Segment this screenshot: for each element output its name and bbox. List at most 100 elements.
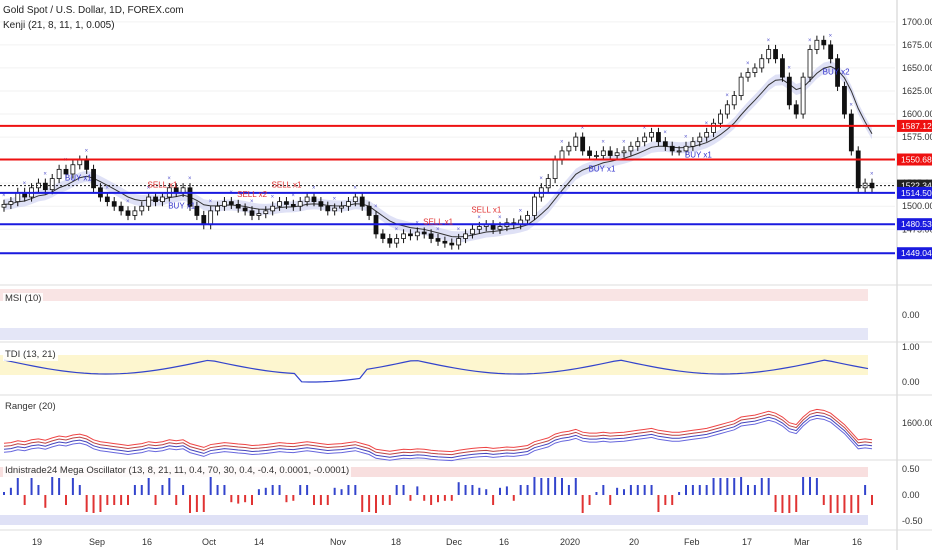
candle-body (380, 233, 386, 239)
level-tag-label: 1550.68 (901, 155, 932, 165)
osc-bar (588, 495, 591, 505)
osc-bar (292, 495, 295, 501)
osc-bar (9, 487, 12, 495)
candle-body (332, 207, 338, 212)
osc-bar (595, 492, 598, 495)
ranger-band-line (3, 417, 873, 462)
osc-bar (78, 485, 81, 495)
osc-bar (657, 495, 660, 512)
candle-body (339, 205, 344, 209)
osc-bar (747, 485, 749, 495)
candle-body (800, 76, 806, 115)
signal-marker: × (746, 61, 750, 67)
candle-body (704, 132, 710, 138)
candle-body (49, 178, 55, 191)
signal-marker: × (436, 227, 440, 233)
candle-body (821, 39, 827, 46)
candle-body (594, 155, 599, 157)
level-tag (897, 153, 932, 166)
candle-body (118, 205, 124, 212)
chart-title: Gold Spot / U.S. Dollar, 1D, FOREX.com (3, 5, 184, 16)
candle-body (786, 76, 792, 106)
osc-bar (671, 495, 674, 505)
candle-body (759, 58, 765, 69)
candle-body (249, 210, 255, 216)
level-tag-label: 1480.53 (901, 219, 932, 229)
candle-body (724, 104, 730, 115)
level-tag-label: 1514.50 (901, 188, 932, 198)
x-tick-label: 17 (742, 537, 752, 547)
candle-body (401, 233, 406, 239)
signal-marker: × (849, 102, 853, 108)
msi-pane-title: MSI (10) (3, 293, 44, 305)
osc-bar (836, 495, 839, 513)
osc-bar (774, 495, 777, 512)
candle-body (490, 224, 496, 230)
x-tick-label: 16 (142, 537, 152, 547)
tdi-fill (0, 355, 868, 375)
osc-bar (182, 485, 185, 495)
level-tag (897, 186, 932, 199)
y-tick-label: 1700.00 (902, 17, 932, 27)
osc-bar (554, 477, 557, 495)
signal-marker: × (291, 193, 295, 199)
candle-body (456, 238, 462, 246)
osc-bar (492, 495, 495, 505)
signal-marker: × (333, 196, 337, 202)
osc-bar (237, 495, 240, 504)
osc-bar (629, 485, 632, 495)
signal-label: SELL x1 (148, 181, 178, 190)
candle-body (428, 233, 434, 239)
osc-bar (71, 478, 74, 495)
tdi-y-tick: 0.00 (902, 377, 920, 387)
candle-body (532, 196, 537, 216)
candle-body (1, 203, 7, 208)
osc-bar (223, 485, 226, 495)
osc-bar (16, 478, 19, 495)
osc-bar (609, 495, 612, 505)
osc-bar (871, 495, 873, 505)
osc-bar (547, 478, 550, 495)
candle-body (566, 145, 572, 152)
x-tick-label: 20 (629, 537, 639, 547)
candle-body (773, 49, 778, 60)
candle-body (676, 150, 682, 153)
x-tick-label: 16 (852, 537, 862, 547)
osc-bar (257, 489, 260, 495)
candle-body (242, 207, 248, 212)
osc-bar (319, 495, 322, 505)
osc-bar (333, 487, 336, 495)
osc-bar (636, 485, 639, 495)
candle-body (325, 205, 331, 212)
candle-body (304, 196, 310, 203)
x-tick-label: Nov (330, 537, 347, 547)
msi-y-tick: 0.00 (902, 310, 920, 320)
signal-marker: × (2, 193, 6, 199)
x-tick-label: Mar (794, 537, 810, 547)
candle-body (828, 44, 834, 60)
osc-bar (464, 485, 467, 495)
osc-y-tick: 0.50 (902, 464, 920, 474)
candle-body (793, 104, 799, 115)
candle-body (125, 210, 131, 216)
signal-marker: × (188, 176, 192, 182)
candle-body (525, 215, 530, 221)
level-tag-label: 1587.12 (901, 121, 932, 131)
candle-body (607, 150, 613, 156)
candle-body (476, 226, 482, 230)
level-tag (897, 119, 932, 132)
osc-bar (375, 495, 377, 513)
osc-bar (368, 495, 371, 512)
osc-bar (58, 478, 61, 495)
signal-marker: × (560, 139, 564, 145)
candle-body (256, 213, 262, 216)
osc-bar (740, 477, 743, 495)
level-tag (897, 247, 932, 260)
candle-body (435, 238, 441, 242)
candle-body (683, 145, 689, 152)
osc-bar (113, 495, 116, 505)
y-tick-label: 1625.00 (902, 86, 932, 96)
signal-label: SELL x1 (471, 206, 501, 215)
ranger-y-tick: 1600.00 (902, 418, 932, 428)
